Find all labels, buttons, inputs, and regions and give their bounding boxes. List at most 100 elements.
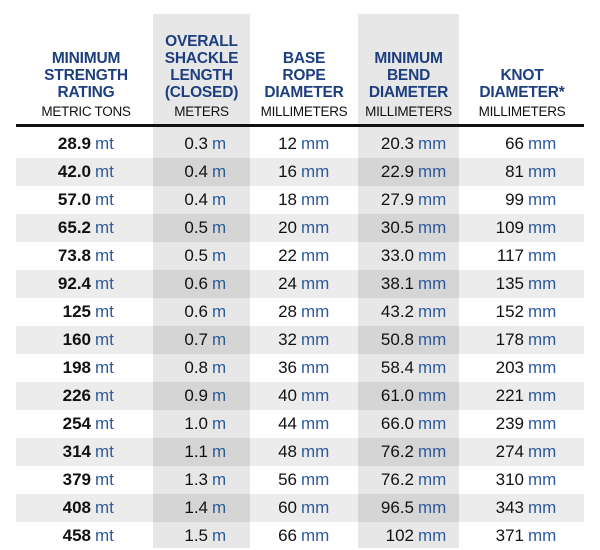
cell-value: 203 [495, 358, 524, 377]
cell-unit: mm [528, 442, 557, 461]
table-row: 458 mt 1.5 m 66 mm 102 mm 371 mm [16, 522, 584, 550]
cell-value: 22 [278, 246, 297, 265]
table-cell: 73.8 mt [58, 242, 114, 270]
cell-value: 314 [62, 442, 91, 461]
table-cell: 33.0 mm [381, 242, 446, 270]
table-cell: 61.0 mm [381, 382, 446, 410]
table-cell: 109 mm [496, 214, 557, 242]
table-cell: 0.5 m [184, 242, 226, 270]
cell-unit: mm [418, 330, 447, 349]
cell-value: 0.6 [184, 302, 208, 321]
cell-value: 0.4 [184, 190, 208, 209]
table-cell: 81 mm [505, 158, 556, 186]
cell-value: 30.5 [380, 218, 414, 237]
table-row: 314 mt 1.1 m 48 mm 76.2 mm 274 mm [16, 438, 584, 466]
cell-unit: mm [301, 330, 330, 349]
cell-unit: mm [528, 274, 557, 293]
table-cell: 221 mm [496, 382, 557, 410]
cell-unit: m [212, 414, 227, 433]
table-row: 125 mt 0.6 m 28 mm 43.2 mm 152 mm [16, 298, 584, 326]
cell-unit: mm [528, 358, 557, 377]
cell-unit: mt [95, 330, 114, 349]
cell-unit: m [212, 162, 227, 181]
cell-unit: mt [95, 274, 114, 293]
table-cell: 102 mm [386, 522, 447, 550]
cell-unit: mt [95, 470, 114, 489]
cell-value: 221 [495, 386, 524, 405]
cell-value: 24 [278, 274, 297, 293]
cell-unit: mm [418, 470, 447, 489]
cell-unit: mt [95, 526, 114, 545]
cell-value: 40 [278, 386, 297, 405]
cell-value: 43.2 [380, 302, 414, 321]
table-cell: 66 mm [278, 522, 329, 550]
column-header: BASE ROPE DIAMETER MILLIMETERS [252, 14, 356, 122]
table-cell: 198 mt [63, 354, 114, 382]
table-row: 198 mt 0.8 m 36 mm 58.4 mm 203 mm [16, 354, 584, 382]
cell-unit: mm [528, 218, 557, 237]
cell-unit: mm [301, 498, 330, 517]
cell-value: 0.5 [184, 246, 208, 265]
cell-unit: mt [95, 442, 114, 461]
cell-unit: m [212, 302, 227, 321]
cell-value: 0.3 [184, 134, 208, 153]
cell-unit: mt [95, 358, 114, 377]
cell-value: 73.8 [57, 246, 91, 265]
cell-unit: m [212, 358, 227, 377]
cell-value: 458 [62, 526, 91, 545]
cell-value: 56 [278, 470, 297, 489]
table-cell: 1.1 m [184, 438, 226, 466]
table-row: 160 mt 0.7 m 32 mm 50.8 mm 178 mm [16, 326, 584, 354]
cell-value: 254 [62, 414, 91, 433]
shaded-column-bg [358, 14, 459, 548]
cell-unit: mt [95, 414, 114, 433]
table-cell: 0.8 m [184, 354, 226, 382]
cell-value: 310 [495, 470, 524, 489]
cell-value: 18 [278, 190, 297, 209]
cell-value: 66 [505, 134, 524, 153]
cell-value: 27.9 [380, 190, 414, 209]
cell-value: 96.5 [380, 498, 414, 517]
cell-value: 1.5 [184, 526, 208, 545]
cell-unit: m [212, 498, 227, 517]
cell-unit: m [212, 246, 227, 265]
cell-unit: mm [528, 414, 557, 433]
table-cell: 160 mt [63, 326, 114, 354]
cell-unit: mm [528, 246, 557, 265]
column-header-title: OVERALL SHACKLE LENGTH (CLOSED) [164, 33, 239, 101]
table-cell: 99 mm [505, 186, 556, 214]
cell-value: 76.2 [380, 470, 414, 489]
table-cell: 178 mm [496, 326, 557, 354]
table-cell: 0.9 m [184, 382, 226, 410]
cell-value: 152 [495, 302, 524, 321]
table-cell: 42.0 mt [58, 158, 114, 186]
table-cell: 48 mm [278, 438, 329, 466]
table-cell: 226 mt [63, 382, 114, 410]
cell-value: 0.7 [184, 330, 208, 349]
cell-unit: mm [528, 470, 557, 489]
cell-unit: mm [418, 190, 447, 209]
cell-value: 226 [62, 386, 91, 405]
cell-unit: mm [418, 386, 447, 405]
cell-value: 81 [505, 162, 524, 181]
cell-value: 57.0 [57, 190, 91, 209]
cell-value: 99 [505, 190, 524, 209]
column-header: MINIMUM STRENGTH RATING METRIC TONS [22, 14, 150, 122]
column-header-title: BASE ROPE DIAMETER [264, 50, 344, 101]
cell-unit: mm [418, 162, 447, 181]
table-cell: 0.4 m [184, 186, 226, 214]
column-header-unit: MILLIMETERS [478, 104, 566, 119]
cell-unit: mm [301, 302, 330, 321]
table-cell: 1.5 m [184, 522, 226, 550]
cell-value: 42.0 [57, 162, 91, 181]
cell-unit: mm [528, 190, 557, 209]
cell-unit: mt [95, 302, 114, 321]
table-cell: 310 mm [496, 466, 557, 494]
cell-value: 20 [278, 218, 297, 237]
cell-value: 60 [278, 498, 297, 517]
cell-value: 16 [278, 162, 297, 181]
table-cell: 36 mm [278, 354, 329, 382]
column-header-title: MINIMUM STRENGTH RATING [44, 50, 128, 101]
cell-value: 61.0 [380, 386, 414, 405]
table-cell: 379 mt [63, 466, 114, 494]
